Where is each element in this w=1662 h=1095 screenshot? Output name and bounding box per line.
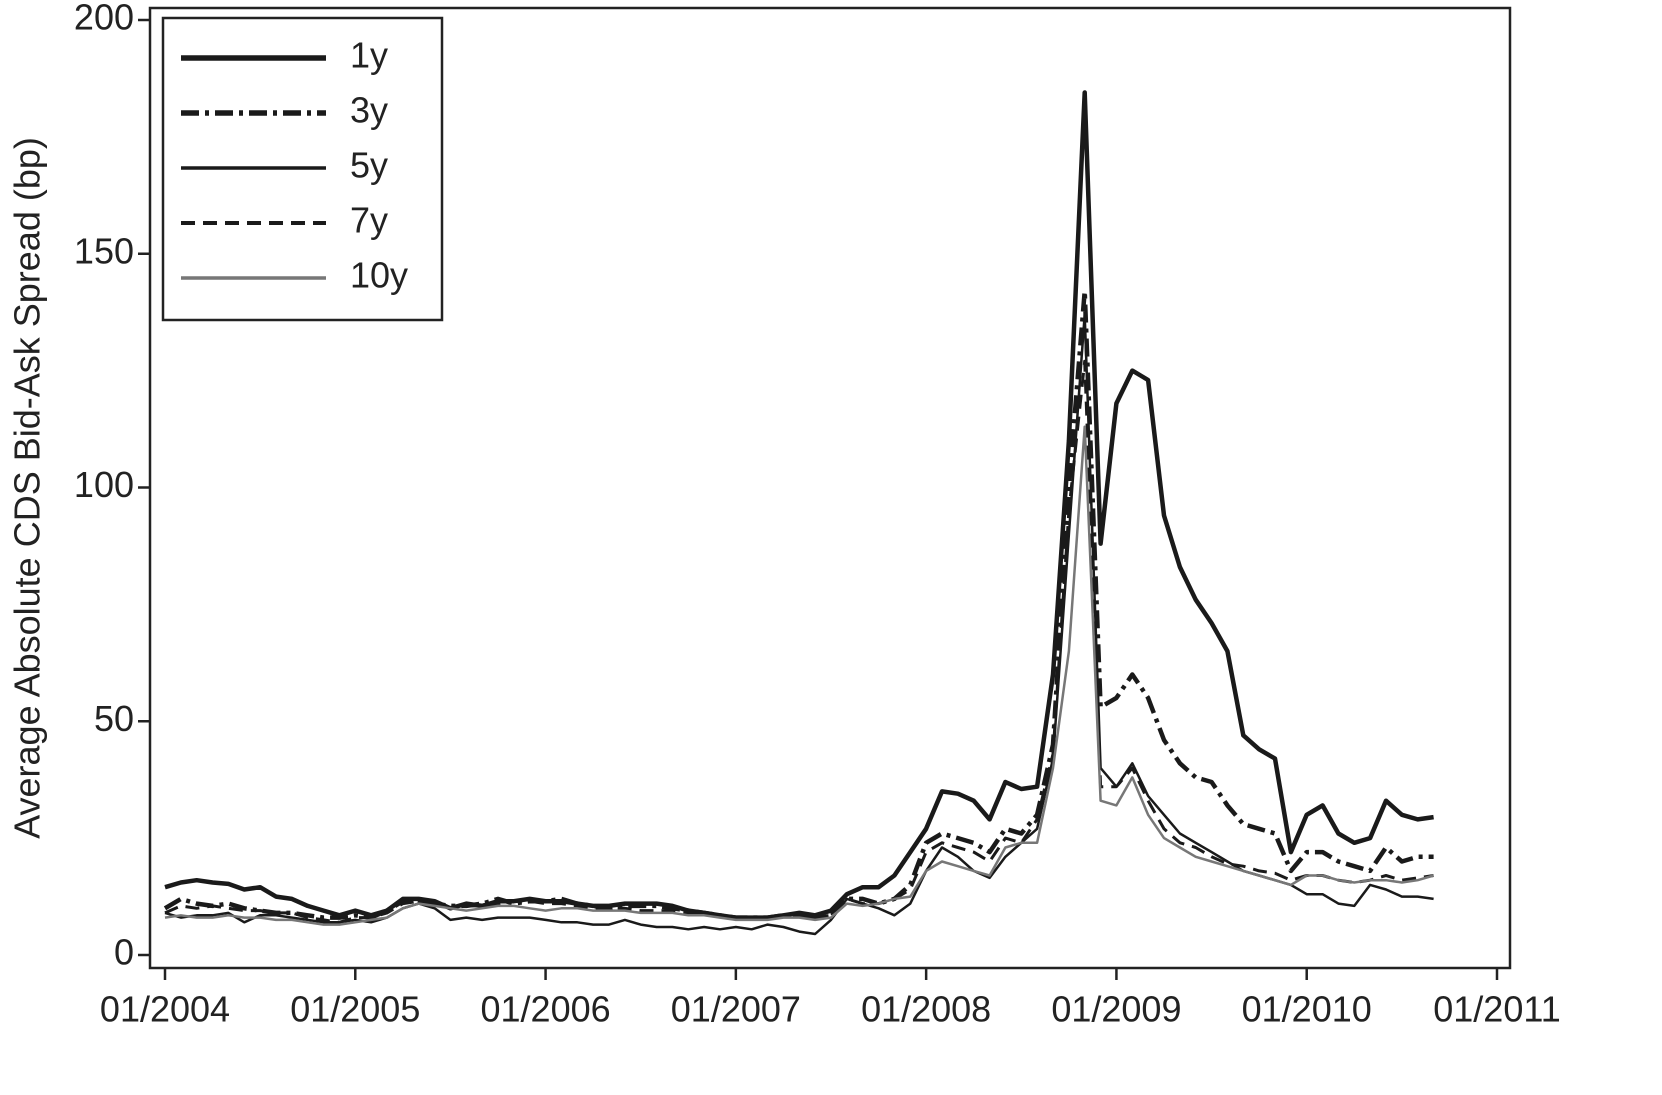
line-series [164, 313, 1434, 936]
legend-label: 1y [350, 35, 388, 76]
y-tick-label: 50 [94, 698, 134, 739]
legend-label: 3y [350, 90, 388, 131]
y-tick-label: 150 [74, 230, 134, 271]
line-series [163, 288, 1434, 920]
x-tick-label: 01/2008 [861, 989, 991, 1030]
x-tick-label: 01/2004 [100, 989, 230, 1030]
legend-label: 7y [350, 200, 388, 241]
y-tick-label: 200 [74, 0, 134, 38]
x-tick-label: 01/2011 [1433, 989, 1560, 1030]
y-tick-label: 0 [114, 932, 134, 973]
x-tick-label: 01/2007 [671, 989, 801, 1030]
legend-label: 10y [350, 255, 408, 296]
x-tick-label: 01/2006 [481, 989, 611, 1030]
x-tick-label: 01/2005 [290, 989, 420, 1030]
y-axis-label: Average Absolute CDS Bid-Ask Spread (bp) [7, 137, 48, 839]
line-series [164, 359, 1434, 924]
x-tick-label: 01/2009 [1051, 989, 1181, 1030]
y-tick-label: 100 [74, 464, 134, 505]
x-tick-label: 01/2010 [1242, 989, 1372, 1030]
legend-label: 5y [350, 145, 388, 186]
line-series [164, 425, 1434, 926]
